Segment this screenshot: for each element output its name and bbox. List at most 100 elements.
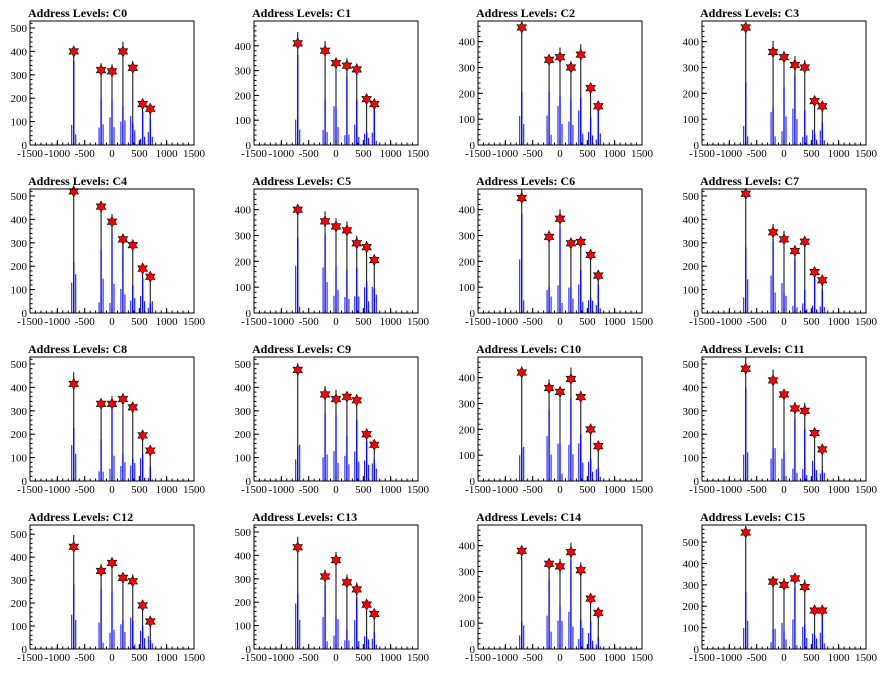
y-tick-label: 200 [235, 90, 252, 102]
x-tick-label: 1000 [828, 484, 851, 496]
x-tick-label: 500 [803, 484, 820, 496]
chart-panel: Address Levels: C40100200300400500-1500-… [11, 174, 206, 328]
chart-title: Address Levels: C7 [700, 174, 799, 188]
x-tick-label: 500 [131, 652, 148, 664]
y-tick-label: 100 [683, 623, 700, 635]
x-tick-label: 1000 [156, 484, 179, 496]
y-tick-label: 100 [459, 114, 476, 126]
x-tick-label: 0 [781, 652, 787, 664]
x-tick-label: 0 [109, 148, 115, 160]
x-tick-label: 0 [109, 652, 115, 664]
y-tick-label: 300 [683, 238, 700, 250]
peak-marker [809, 604, 820, 617]
y-tick-label: 200 [235, 429, 252, 441]
chart-title: Address Levels: C1 [252, 6, 351, 20]
y-tick-label: 100 [11, 117, 28, 129]
chart-title: Address Levels: C11 [700, 342, 804, 356]
x-tick-label: 500 [579, 316, 596, 328]
x-tick-label: -1000 [716, 316, 742, 328]
y-tick-label: 0 [694, 308, 700, 320]
peak-marker [117, 571, 129, 584]
x-tick-label: 1500 [855, 316, 878, 328]
x-tick-label: 0 [557, 316, 563, 328]
x-tick-label: -1000 [268, 148, 294, 160]
chart-panel: Address Levels: C00100200300400500-1500-… [11, 6, 206, 160]
peak-marker [592, 269, 604, 282]
peak-marker [767, 45, 779, 59]
chart-title: Address Levels: C6 [476, 174, 575, 188]
y-tick-label: 400 [235, 205, 252, 217]
y-tick-label: 200 [683, 88, 700, 100]
x-tick-label: -1000 [268, 652, 294, 664]
x-tick-label: -1000 [716, 652, 742, 664]
y-tick-label: 300 [459, 63, 476, 75]
chart-title: Address Levels: C0 [28, 6, 127, 20]
x-tick-label: -1500 [17, 148, 43, 160]
y-tick-label: 200 [459, 88, 476, 100]
x-tick-label: 1000 [156, 316, 179, 328]
y-tick-label: 400 [11, 552, 28, 564]
peak-marker [585, 248, 596, 262]
x-tick-label: 500 [579, 148, 596, 160]
peak-marker [106, 215, 118, 228]
y-tick-label: 100 [235, 453, 252, 465]
y-tick-label: 200 [459, 592, 476, 604]
y-tick-label: 100 [235, 621, 252, 633]
peak-marker [799, 235, 811, 248]
x-tick-label: -1500 [17, 652, 43, 664]
x-tick-label: 1500 [631, 484, 654, 496]
y-tick-label: 100 [11, 621, 28, 633]
peak-marker [330, 553, 342, 567]
peak-marker [292, 541, 304, 554]
peak-marker [144, 102, 156, 115]
x-tick-label: -1000 [492, 652, 518, 664]
y-tick-label: 500 [235, 527, 252, 539]
peak-marker [740, 362, 752, 375]
peak-marker [144, 270, 156, 283]
x-tick-label: 0 [333, 652, 339, 664]
y-tick-label: 0 [470, 140, 476, 152]
y-tick-label: 0 [246, 140, 252, 152]
y-tick-label: 200 [683, 601, 700, 613]
x-tick-label: 1500 [631, 652, 654, 664]
x-tick-label: -1000 [44, 316, 70, 328]
peak-marker [789, 58, 801, 72]
peak-marker [575, 390, 587, 404]
x-tick-label: -500 [75, 148, 96, 160]
y-tick-label: 300 [235, 231, 252, 243]
peak-marker [565, 61, 577, 74]
peak-marker [330, 220, 342, 233]
x-tick-label: 1500 [631, 316, 654, 328]
x-tick-label: -1000 [492, 484, 518, 496]
peak-marker [799, 61, 811, 74]
peak-marker [816, 443, 828, 456]
x-tick-label: -500 [75, 484, 96, 496]
peak-marker [95, 63, 107, 77]
peak-marker [740, 526, 752, 539]
x-tick-label: 1500 [183, 316, 206, 328]
peak-marker [292, 363, 304, 377]
peak-marker [809, 265, 820, 279]
y-tick-label: 400 [683, 558, 700, 570]
y-tick-label: 500 [11, 529, 28, 541]
chart-title: Address Levels: C13 [252, 510, 357, 524]
chart-panel: Address Levels: C2 0 100 200 300 400 -1500 -100… [459, 6, 654, 160]
x-tick-label: 1000 [828, 316, 851, 328]
peak-marker [361, 240, 372, 254]
y-tick-label: 200 [683, 429, 700, 441]
x-tick-label: -500 [523, 316, 544, 328]
peak-marker [767, 374, 779, 387]
y-tick-label: 400 [11, 46, 28, 58]
y-tick-label: 300 [235, 574, 252, 586]
peak-marker [368, 253, 380, 267]
x-tick-label: -1000 [492, 316, 518, 328]
peak-marker [319, 388, 331, 401]
x-tick-label: -1500 [465, 652, 491, 664]
y-tick-label: 500 [11, 359, 28, 371]
x-tick-label: 500 [131, 148, 148, 160]
y-tick-label: 100 [459, 282, 476, 294]
x-tick-label: 1000 [604, 652, 627, 664]
peak-marker [799, 580, 811, 594]
x-tick-label: 1500 [855, 484, 878, 496]
